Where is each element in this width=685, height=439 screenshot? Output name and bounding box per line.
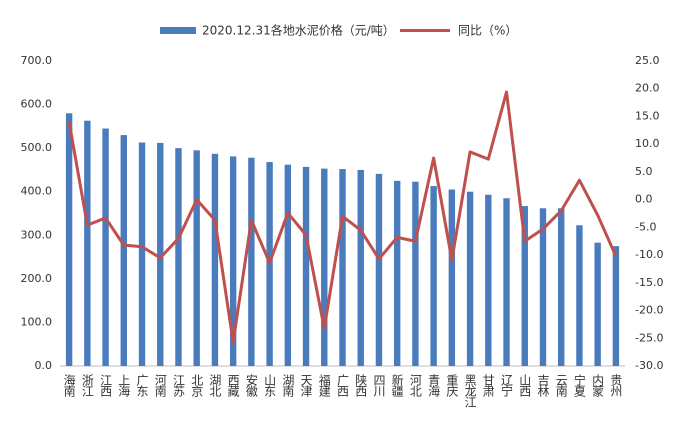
bar	[175, 148, 182, 366]
x-tick-label: 陕西	[354, 373, 368, 397]
bar	[466, 191, 474, 366]
x-tick-label: 辽宁	[500, 374, 514, 397]
x-tick-label: 安徽	[244, 373, 258, 397]
y2-tick-label: -15.0	[635, 276, 663, 289]
y2-tick-label: 25.0	[635, 54, 660, 67]
legend-label: 同比（%）	[458, 24, 517, 38]
x-tick-label: 广西	[336, 374, 350, 397]
y-tick-label: 600.0	[21, 98, 53, 111]
y-tick-label: 700.0	[21, 54, 53, 67]
x-tick-label: 湖南	[281, 373, 295, 397]
x-tick-label: 宁夏	[572, 373, 586, 397]
x-tick-label: 黑龙江	[463, 374, 477, 408]
x-tick-label: 福建	[317, 373, 331, 398]
bar	[485, 194, 492, 366]
x-tick-label: 浙江	[80, 374, 94, 397]
bar	[284, 164, 292, 366]
x-tick-label: 江西	[99, 374, 113, 397]
x-tick-label: 甘肃	[481, 374, 495, 398]
bar	[157, 142, 164, 366]
y2-tick-label: 5.0	[635, 165, 653, 178]
x-tick-label: 湖北	[208, 373, 222, 398]
y2-tick-label: -5.0	[635, 220, 656, 233]
bar	[375, 173, 383, 366]
y2-tick-label: -30.0	[635, 359, 663, 372]
x-tick-label: 四川	[372, 374, 386, 397]
bar	[138, 142, 146, 366]
bar	[102, 128, 109, 366]
bar	[339, 169, 346, 366]
bar	[193, 150, 200, 366]
y2-tick-label: 20.0	[635, 82, 660, 95]
y-tick-label: 300.0	[21, 228, 53, 241]
y-tick-label: 100.0	[21, 315, 53, 328]
y2-tick-label: -10.0	[635, 248, 663, 261]
x-tick-label: 河北	[408, 374, 422, 398]
x-tick-label: 青海	[427, 374, 441, 397]
bar	[448, 189, 456, 366]
bar	[594, 242, 601, 366]
y2-tick-label: -20.0	[635, 304, 663, 317]
bar	[503, 198, 510, 366]
bar	[248, 157, 255, 366]
bar	[539, 208, 547, 366]
bar	[65, 113, 73, 367]
y2-tick-label: 10.0	[635, 137, 660, 150]
y2-tick-label: 15.0	[635, 109, 660, 122]
bar	[558, 208, 565, 366]
x-tick-label: 西藏	[226, 374, 240, 398]
y2-tick-label: 0.0	[635, 193, 653, 206]
bar	[120, 135, 127, 366]
legend-swatch	[160, 27, 196, 34]
x-tick-label: 山西	[518, 374, 532, 397]
bar	[576, 225, 583, 366]
y2-tick-label: -25.0	[635, 331, 663, 344]
bar	[84, 120, 91, 366]
x-tick-label: 重庆	[445, 374, 459, 397]
bar	[430, 186, 437, 366]
x-tick-label: 江苏	[171, 374, 185, 397]
bar	[302, 166, 310, 366]
bar	[612, 246, 620, 366]
bar	[521, 206, 528, 366]
x-tick-label: 吉林	[536, 374, 550, 397]
y-tick-label: 500.0	[21, 141, 53, 154]
x-tick-label: 上海	[117, 374, 131, 397]
legend-label: 2020.12.31各地水泥价格（元/吨）	[202, 23, 395, 38]
x-tick-label: 海南	[62, 373, 76, 397]
bar	[211, 153, 219, 366]
y-tick-label: 0.0	[35, 359, 53, 372]
x-tick-label: 山东	[263, 374, 277, 397]
bar	[357, 169, 364, 366]
bar	[393, 180, 401, 366]
x-tick-label: 云南	[554, 374, 568, 397]
bar	[321, 168, 328, 366]
x-tick-label: 内蒙	[591, 374, 605, 397]
x-tick-label: 广东	[135, 374, 149, 397]
x-tick-label: 贵州	[609, 374, 623, 397]
x-tick-label: 新疆	[390, 373, 404, 397]
bar	[229, 156, 237, 366]
x-tick-label: 北京	[190, 374, 204, 398]
line	[67, 90, 618, 344]
x-tick-label: 河南	[153, 374, 167, 397]
y-tick-label: 400.0	[21, 185, 53, 198]
y-tick-label: 200.0	[21, 272, 53, 285]
bar	[412, 181, 419, 366]
x-tick-label: 天津	[299, 374, 313, 397]
